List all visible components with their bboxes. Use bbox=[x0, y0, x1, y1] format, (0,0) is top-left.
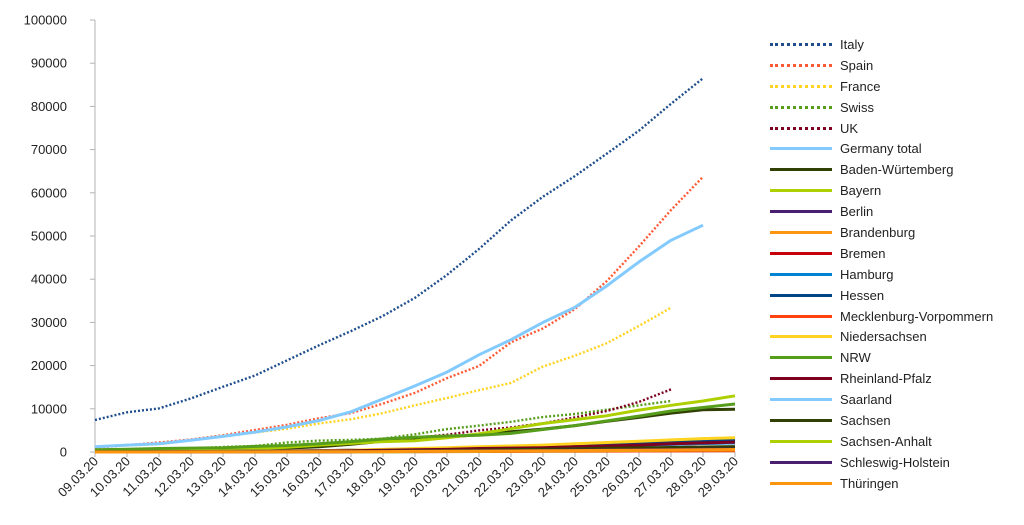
legend-label: UK bbox=[840, 120, 859, 136]
legend-label: Spain bbox=[840, 57, 874, 73]
legend-label: Saarland bbox=[840, 392, 893, 408]
legend-label: Sachsen bbox=[840, 412, 891, 428]
legend-item: Schleswig-Holstein bbox=[770, 452, 993, 473]
y-tick-label: 0 bbox=[60, 445, 67, 460]
legend-label: Baden-Würtemberg bbox=[840, 162, 954, 178]
legend-swatch bbox=[770, 293, 832, 297]
legend-label: Schleswig-Holstein bbox=[840, 454, 950, 470]
legend-item: Swiss bbox=[770, 97, 993, 118]
y-tick-label: 100000 bbox=[24, 13, 67, 28]
legend-label: Germany total bbox=[840, 141, 922, 157]
legend-item: Thüringen bbox=[770, 473, 993, 494]
axes bbox=[90, 19, 736, 457]
legend-item: Baden-Würtemberg bbox=[770, 159, 993, 180]
y-tick-label: 80000 bbox=[31, 99, 67, 114]
legend-swatch bbox=[770, 418, 832, 422]
y-tick-label: 60000 bbox=[31, 185, 67, 200]
y-tick-label: 20000 bbox=[31, 358, 67, 373]
legend-label: Rheinland-Pfalz bbox=[840, 371, 932, 387]
legend-item: Brandenburg bbox=[770, 222, 993, 243]
legend-swatch bbox=[770, 314, 832, 318]
series-line-0 bbox=[94, 77, 704, 422]
legend-swatch bbox=[770, 481, 832, 485]
legend-item: Bayern bbox=[770, 180, 993, 201]
legend-swatch bbox=[770, 42, 832, 46]
legend-item: Spain bbox=[770, 55, 993, 76]
legend-swatch bbox=[770, 230, 832, 234]
legend-label: Berlin bbox=[840, 204, 874, 220]
legend-item: UK bbox=[770, 118, 993, 139]
legend-swatch bbox=[770, 168, 832, 172]
legend-swatch bbox=[770, 189, 832, 193]
legend-label: Bremen bbox=[840, 245, 886, 261]
legend-swatch bbox=[770, 63, 832, 67]
legend-item: Hamburg bbox=[770, 264, 993, 285]
legend-item: Sachsen-Anhalt bbox=[770, 431, 993, 452]
legend-swatch bbox=[770, 460, 832, 464]
legend-item: Germany total bbox=[770, 138, 993, 159]
legend-item: France bbox=[770, 76, 993, 97]
legend-swatch bbox=[770, 272, 832, 276]
legend-swatch bbox=[770, 210, 832, 214]
legend-swatch bbox=[770, 126, 832, 130]
series-lines bbox=[94, 77, 736, 454]
legend-item: Saarland bbox=[770, 389, 993, 410]
legend-item: Niedersachsen bbox=[770, 326, 993, 347]
legend-label: Sachsen-Anhalt bbox=[840, 433, 932, 449]
legend-label: Thüringen bbox=[840, 475, 899, 491]
legend-item: NRW bbox=[770, 347, 993, 368]
legend-swatch bbox=[770, 335, 832, 339]
series-line-2 bbox=[94, 306, 672, 448]
legend-item: Berlin bbox=[770, 201, 993, 222]
legend-item: Rheinland-Pfalz bbox=[770, 368, 993, 389]
legend-swatch bbox=[770, 439, 832, 443]
series-line-15 bbox=[94, 402, 736, 452]
legend-label: NRW bbox=[840, 350, 871, 366]
legend-swatch bbox=[770, 105, 832, 109]
legend-item: Bremen bbox=[770, 243, 993, 264]
legend-label: Bayern bbox=[840, 183, 882, 199]
series-line-21 bbox=[95, 448, 736, 454]
legend: Italy Spain France Swiss UK Germany total Bade… bbox=[770, 34, 993, 494]
legend-label: Hessen bbox=[840, 287, 885, 303]
legend-label: Brandenburg bbox=[840, 224, 916, 240]
legend-swatch bbox=[770, 356, 832, 360]
y-tick-label: 90000 bbox=[31, 56, 67, 71]
legend-label: Swiss bbox=[840, 99, 874, 115]
legend-swatch bbox=[770, 377, 832, 381]
x-tick-labels: 09.03.2010.03.2011.03.2012.03.2013.03.20… bbox=[55, 454, 741, 500]
y-tick-label: 70000 bbox=[31, 142, 67, 157]
legend-item: Sachsen bbox=[770, 410, 993, 431]
y-tick-label: 10000 bbox=[31, 401, 67, 416]
legend-swatch bbox=[770, 147, 832, 151]
legend-label: Niedersachsen bbox=[840, 329, 927, 345]
series-line-7 bbox=[94, 394, 736, 453]
legend-item: Italy bbox=[770, 34, 993, 55]
legend-label: Hamburg bbox=[840, 266, 894, 282]
legend-item: Hessen bbox=[770, 285, 993, 306]
legend-item: Mecklenburg-Vorpommern bbox=[770, 306, 993, 327]
series-line-5 bbox=[94, 223, 704, 449]
legend-label: Italy bbox=[840, 36, 864, 52]
y-tick-labels: 0 10000 20000 30000 40000 50000 60000 70000 8000… bbox=[24, 13, 67, 460]
series-line-1 bbox=[94, 175, 704, 449]
y-tick-label: 40000 bbox=[31, 272, 67, 287]
legend-label: Mecklenburg-Vorpommern bbox=[840, 308, 994, 324]
y-tick-label: 30000 bbox=[31, 315, 67, 330]
legend-swatch bbox=[770, 84, 832, 88]
legend-label: France bbox=[840, 78, 881, 94]
legend-swatch bbox=[770, 251, 832, 255]
legend-swatch bbox=[770, 398, 832, 402]
y-tick-label: 50000 bbox=[31, 229, 67, 244]
